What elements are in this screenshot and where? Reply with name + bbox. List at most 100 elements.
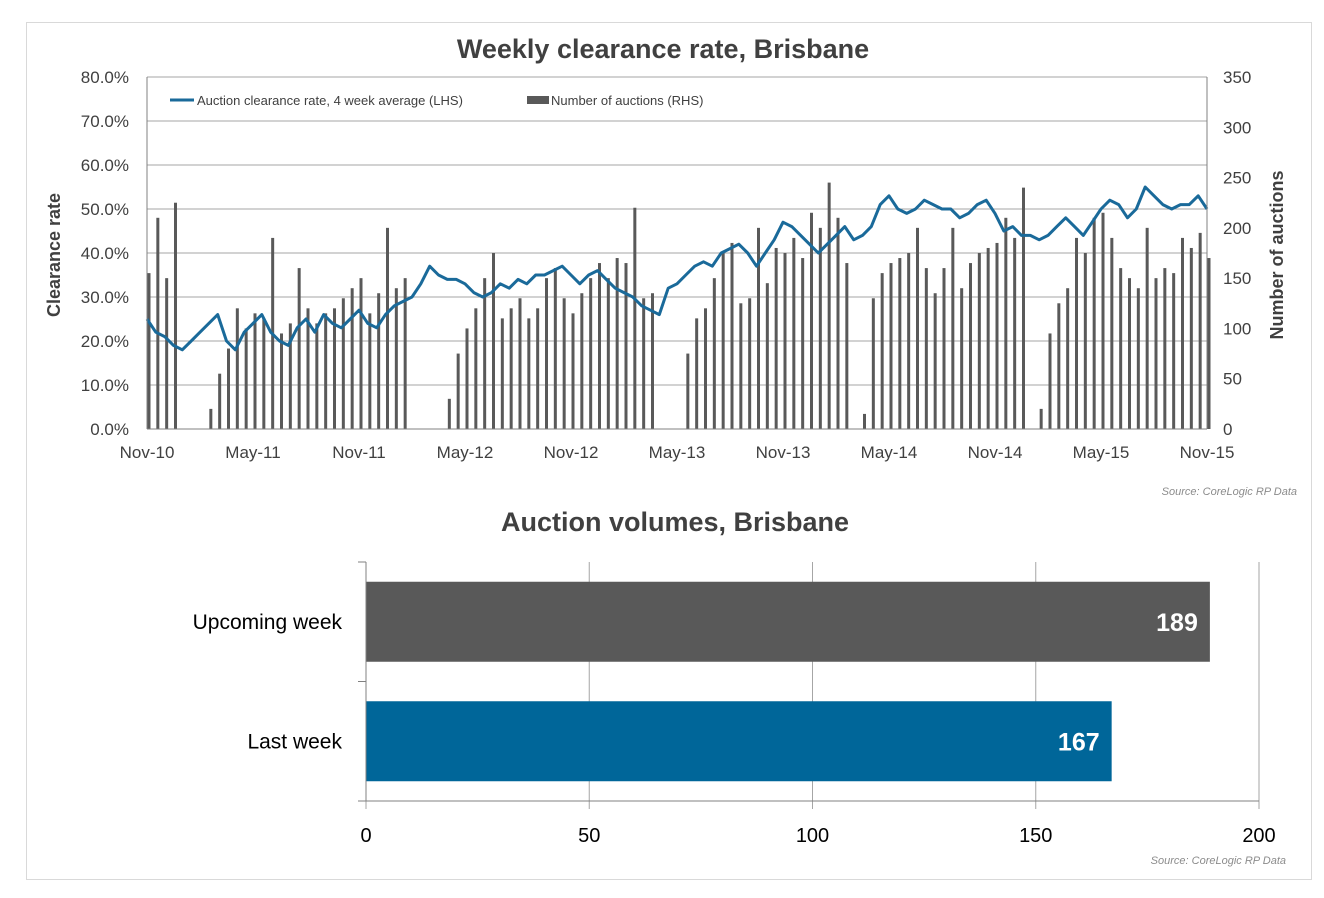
chart2-bars: 189 167 bbox=[366, 581, 1210, 782]
chart1-auction-bar bbox=[1207, 258, 1211, 429]
chart1-auction-bar bbox=[863, 413, 866, 429]
chart1-y2-tick-label: 100 bbox=[1223, 319, 1251, 338]
chart1-auction-bar bbox=[1092, 217, 1096, 429]
chart1-auction-bar bbox=[518, 298, 522, 429]
chart1-auction-bar bbox=[986, 247, 990, 429]
chart1-auction-bar bbox=[394, 288, 398, 429]
chart1-auction-bar bbox=[1013, 237, 1017, 429]
chart1-auction-bar bbox=[253, 313, 257, 429]
chart2-x-tick-label: 50 bbox=[578, 825, 600, 847]
chart1-y-tick-label: 20.0% bbox=[81, 332, 129, 351]
chart1-x-tick-label: Nov-13 bbox=[756, 443, 811, 462]
chart1-auction-bar bbox=[783, 253, 787, 429]
chart1-auction-bar bbox=[1136, 288, 1140, 429]
chart1-auction-bar bbox=[1057, 303, 1061, 429]
chart1-auction-bar bbox=[1110, 237, 1114, 429]
chart1-y-tick-label: 40.0% bbox=[81, 244, 129, 263]
chart1-auction-bar bbox=[977, 253, 981, 429]
chart1-title: Weekly clearance rate, Brisbane bbox=[457, 34, 869, 64]
chart1-auction-bar bbox=[1198, 232, 1202, 429]
chart1-auction-bar bbox=[1119, 268, 1123, 429]
chart1-auction-bar bbox=[933, 293, 937, 429]
chart2-x-tick-label: 100 bbox=[796, 825, 829, 847]
chart2-x-tick-label: 200 bbox=[1242, 825, 1275, 847]
chart1-auction-bar bbox=[218, 373, 222, 429]
chart2-source: Source: CoreLogic RP Data bbox=[1151, 855, 1286, 867]
chart1-legend: Auction clearance rate, 4 week average (… bbox=[170, 93, 703, 108]
chart1-clearance-line bbox=[145, 185, 1209, 352]
chart2-x-tick-label: 150 bbox=[1019, 825, 1052, 847]
legend-label-auctions: Number of auctions (RHS) bbox=[551, 93, 703, 108]
chart1-auction-bar bbox=[580, 293, 584, 429]
chart1-auction-bar bbox=[553, 268, 557, 429]
chart1-gridlines bbox=[147, 76, 1207, 430]
chart1-y-tick-label: 10.0% bbox=[81, 376, 129, 395]
chart2-data-label: 167 bbox=[1058, 728, 1100, 756]
chart1-y2-tick-label: 200 bbox=[1223, 219, 1251, 238]
chart1-auction-bar bbox=[633, 207, 637, 429]
chart1-auction-bar bbox=[845, 263, 849, 429]
chart1-auction-bar bbox=[686, 353, 690, 429]
chart1-auction-bar bbox=[341, 298, 345, 429]
chart1-auction-bar bbox=[721, 253, 725, 429]
chart1-auction-bar bbox=[386, 227, 389, 429]
chart1-auction-bar bbox=[571, 313, 575, 429]
chart2-category-label: Last week bbox=[247, 730, 342, 753]
chart1-auction-bar bbox=[589, 278, 593, 429]
chart1-x-tick-label: Nov-12 bbox=[544, 443, 599, 462]
chart1-auction-bar bbox=[1066, 288, 1070, 429]
legend-bar-swatch bbox=[527, 96, 549, 104]
chart2-axes: 0 50 100 150 200 Upcoming week Last week bbox=[193, 561, 1276, 847]
chart1-auction-bar bbox=[712, 278, 716, 429]
chart1-auction-bar bbox=[324, 313, 328, 429]
chart1-auction-bar bbox=[403, 278, 407, 429]
chart1-auction-bar bbox=[288, 323, 292, 429]
chart1-auction-bar bbox=[545, 278, 548, 429]
chart1-y-tick-label: 50.0% bbox=[81, 200, 129, 219]
chart1-x-tick-label: May-14 bbox=[861, 443, 918, 462]
chart1-auction-bar bbox=[1154, 278, 1158, 429]
chart1-x-tick-label: May-13 bbox=[649, 443, 706, 462]
chart1-auction-bar bbox=[456, 353, 460, 429]
chart1-auction-bar bbox=[1189, 247, 1193, 429]
chart1-auction-bar bbox=[262, 318, 266, 429]
chart1-y2-axis-title: Number of auctions bbox=[1267, 170, 1287, 339]
chart1-auction-bar bbox=[1181, 237, 1184, 429]
chart2-data-label: 189 bbox=[1156, 609, 1198, 637]
chart1-auction-bar bbox=[880, 273, 884, 429]
chart1-auction-bar bbox=[898, 258, 902, 429]
chart1-y-tick-label: 30.0% bbox=[81, 288, 129, 307]
chart1-auction-bar bbox=[209, 408, 213, 429]
chart1-auction-bar bbox=[156, 217, 160, 429]
chart2-bar bbox=[366, 581, 1210, 662]
chart2-x-tick-label: 0 bbox=[360, 825, 371, 847]
chart1-y-tick-label: 0.0% bbox=[90, 420, 129, 439]
chart1-auction-bar bbox=[739, 303, 743, 429]
chart1-auction-bar bbox=[827, 182, 831, 429]
chart1-auction-bar bbox=[916, 227, 919, 429]
chart1-y-tick-label: 70.0% bbox=[81, 112, 129, 131]
chart1-y2-tick-label: 300 bbox=[1223, 118, 1251, 137]
chart1-auction-bar bbox=[1022, 187, 1025, 429]
chart1-auction-bar bbox=[447, 398, 451, 429]
chart1-auction-bar bbox=[951, 227, 955, 429]
chart1-auction-bar bbox=[598, 263, 601, 429]
chart2-bar bbox=[366, 701, 1112, 782]
weekly-clearance-chart: Weekly clearance rate, Brisbane 0.0% 10.0… bbox=[44, 34, 1297, 498]
chart1-auction-bar bbox=[704, 308, 707, 429]
chart1-auction-bar bbox=[306, 308, 310, 429]
chart1-auction-bar bbox=[765, 283, 769, 429]
chart1-auction-bar bbox=[995, 242, 999, 429]
legend-label-clearance: Auction clearance rate, 4 week average (… bbox=[197, 93, 463, 108]
chart1-auction-bar bbox=[333, 308, 336, 429]
chart1-x-tick-label: Nov-14 bbox=[968, 443, 1023, 462]
chart1-auction-bar bbox=[377, 293, 381, 429]
chart1-auction-bar bbox=[1128, 278, 1131, 429]
chart1-auction-bar bbox=[624, 263, 628, 429]
chart1-auction-bar bbox=[1172, 273, 1176, 429]
auction-volumes-chart: Auction volumes, Brisbane 189 167 0 50 100 1… bbox=[193, 507, 1286, 867]
chart-frame bbox=[26, 22, 1312, 880]
chart1-auction-bar bbox=[818, 227, 822, 429]
chart1-auction-bar bbox=[801, 258, 805, 429]
chart1-auction-bar bbox=[527, 318, 531, 429]
